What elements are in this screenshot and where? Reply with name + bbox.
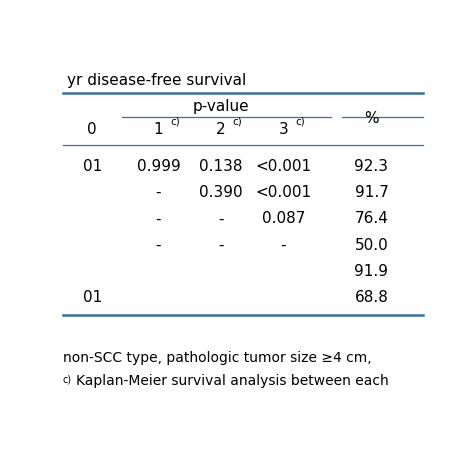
Text: <0.001: <0.001 bbox=[255, 185, 311, 200]
Text: 91.9: 91.9 bbox=[355, 264, 389, 279]
Text: p-value: p-value bbox=[192, 99, 249, 114]
Text: yr disease-free survival: yr disease-free survival bbox=[66, 73, 246, 88]
Text: 0.390: 0.390 bbox=[199, 185, 243, 200]
Text: 3: 3 bbox=[278, 122, 288, 137]
Text: -: - bbox=[218, 211, 224, 227]
Text: 0: 0 bbox=[88, 122, 97, 137]
Text: 0.999: 0.999 bbox=[137, 159, 180, 174]
Text: 68.8: 68.8 bbox=[355, 290, 388, 305]
Text: %: % bbox=[364, 110, 379, 126]
Text: 01: 01 bbox=[82, 159, 102, 174]
Text: 92.3: 92.3 bbox=[355, 159, 389, 174]
Text: <0.001: <0.001 bbox=[255, 159, 311, 174]
Text: c): c) bbox=[63, 374, 72, 384]
Text: 50.0: 50.0 bbox=[355, 237, 388, 253]
Text: -: - bbox=[155, 237, 161, 253]
Text: non-SCC type, pathologic tumor size ≥4 cm,: non-SCC type, pathologic tumor size ≥4 c… bbox=[63, 351, 372, 365]
Text: c): c) bbox=[233, 117, 242, 127]
Text: 0.087: 0.087 bbox=[262, 211, 305, 227]
Text: c): c) bbox=[295, 117, 305, 127]
Text: 91.7: 91.7 bbox=[355, 185, 388, 200]
Text: -: - bbox=[218, 237, 224, 253]
Text: 2: 2 bbox=[216, 122, 226, 137]
Text: 1: 1 bbox=[154, 122, 163, 137]
Text: Kaplan-Meier survival analysis between each: Kaplan-Meier survival analysis between e… bbox=[76, 374, 389, 388]
Text: -: - bbox=[281, 237, 286, 253]
Text: -: - bbox=[155, 211, 161, 227]
Text: 01: 01 bbox=[82, 290, 102, 305]
Text: 76.4: 76.4 bbox=[355, 211, 388, 227]
Text: 0.138: 0.138 bbox=[199, 159, 243, 174]
Text: -: - bbox=[155, 185, 161, 200]
Text: c): c) bbox=[170, 117, 180, 127]
